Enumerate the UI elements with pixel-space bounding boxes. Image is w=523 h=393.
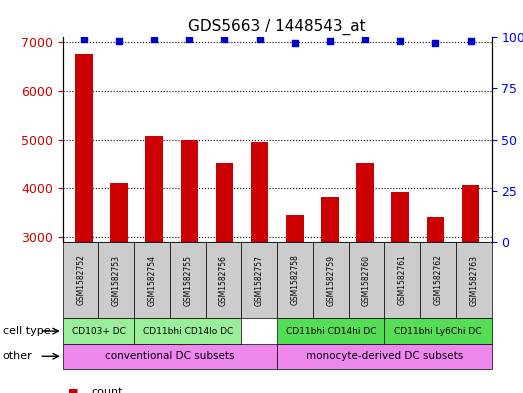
Point [361,36,369,42]
Point [79,36,88,42]
Point [291,40,299,47]
Bar [462,185,479,383]
Text: GSM1582756: GSM1582756 [219,255,228,305]
Point [467,38,475,44]
Point [150,36,158,42]
Text: CD11bhi Ly6Chi DC: CD11bhi Ly6Chi DC [394,327,482,336]
Bar [427,217,444,383]
Point [255,36,264,42]
Bar [391,192,409,383]
Text: CD11bhi CD14lo DC: CD11bhi CD14lo DC [143,327,233,336]
Text: cell type: cell type [3,326,50,336]
Text: GSM1582755: GSM1582755 [184,255,192,305]
Bar [356,163,374,383]
Text: monocyte-derived DC subsets: monocyte-derived DC subsets [306,351,463,361]
Title: GDS5663 / 1448543_at: GDS5663 / 1448543_at [188,18,366,35]
Text: GSM1582757: GSM1582757 [255,255,264,305]
Bar [110,183,128,383]
Bar [180,140,198,383]
Bar [145,136,163,383]
Text: other: other [3,351,32,361]
Text: GSM1582759: GSM1582759 [326,255,335,305]
Text: CD11bhi CD14hi DC: CD11bhi CD14hi DC [286,327,376,336]
Point [115,38,123,44]
Bar [75,54,93,383]
Text: CD103+ DC: CD103+ DC [72,327,126,336]
Text: GSM1582761: GSM1582761 [398,255,407,305]
Text: GSM1582762: GSM1582762 [434,255,442,305]
Point [396,38,404,44]
Text: GSM1582752: GSM1582752 [76,255,85,305]
Point [185,36,194,42]
Bar [321,197,339,383]
Text: GSM1582760: GSM1582760 [362,255,371,305]
Text: GSM1582758: GSM1582758 [291,255,300,305]
Bar [251,142,268,383]
Bar [286,215,303,383]
Text: ■: ■ [68,387,78,393]
Bar [215,163,233,383]
Text: GSM1582763: GSM1582763 [469,255,478,305]
Point [431,40,439,47]
Text: count: count [92,387,123,393]
Point [326,38,334,44]
Point [220,36,229,42]
Text: conventional DC subsets: conventional DC subsets [105,351,235,361]
Text: GSM1582753: GSM1582753 [112,255,121,305]
Text: GSM1582754: GSM1582754 [147,255,156,305]
